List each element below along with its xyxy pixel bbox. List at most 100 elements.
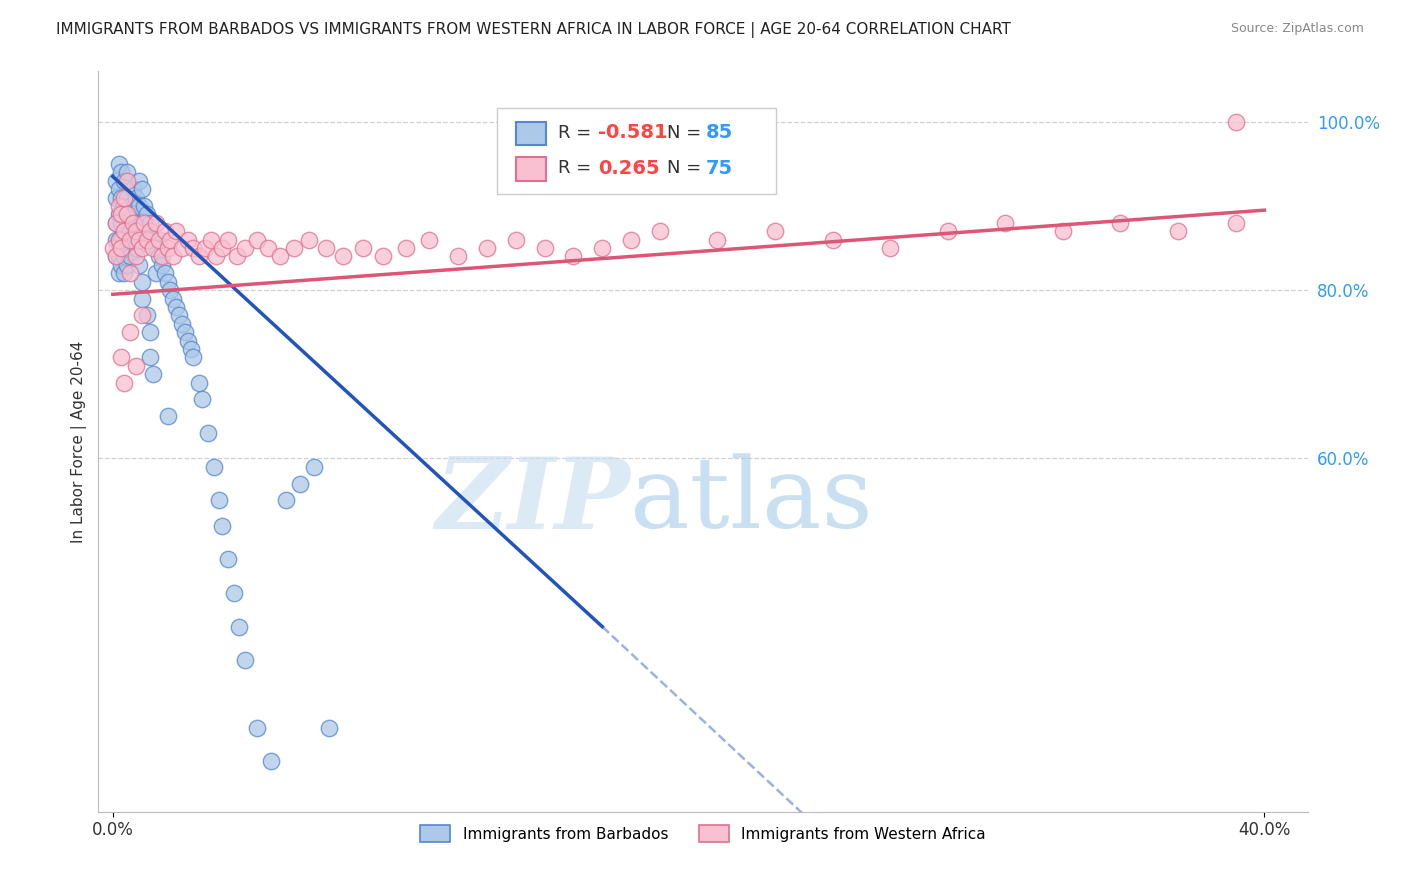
Point bbox=[1109, 216, 1132, 230]
Point bbox=[136, 233, 159, 247]
Point bbox=[134, 199, 156, 213]
Point bbox=[107, 157, 129, 171]
Point bbox=[128, 258, 150, 272]
Point bbox=[115, 258, 138, 272]
Point bbox=[763, 224, 786, 238]
Point bbox=[128, 199, 150, 213]
Point bbox=[125, 250, 148, 264]
Point bbox=[228, 619, 250, 633]
Point bbox=[879, 241, 901, 255]
Point bbox=[173, 325, 195, 339]
Point bbox=[120, 250, 142, 264]
Point bbox=[115, 216, 138, 230]
Point bbox=[373, 250, 395, 264]
Point bbox=[136, 207, 159, 221]
Point bbox=[145, 266, 167, 280]
Point bbox=[112, 224, 135, 238]
Point bbox=[297, 233, 319, 247]
Point bbox=[110, 207, 132, 221]
Point bbox=[115, 207, 138, 221]
Point bbox=[104, 250, 127, 264]
Point bbox=[112, 266, 135, 280]
Point bbox=[170, 241, 193, 255]
Point bbox=[128, 174, 150, 188]
Point bbox=[134, 224, 156, 238]
Point bbox=[217, 552, 239, 566]
Text: -0.581: -0.581 bbox=[598, 123, 668, 143]
Point bbox=[115, 190, 138, 204]
Point bbox=[112, 199, 135, 213]
Point bbox=[153, 266, 176, 280]
Point bbox=[260, 754, 283, 768]
Point bbox=[107, 182, 129, 196]
Text: ZIP: ZIP bbox=[436, 452, 630, 549]
Point bbox=[142, 368, 165, 382]
Point bbox=[145, 241, 167, 255]
Point bbox=[562, 250, 585, 264]
Point bbox=[110, 241, 132, 255]
Point bbox=[208, 493, 231, 508]
FancyBboxPatch shape bbox=[516, 157, 546, 181]
Point bbox=[112, 174, 135, 188]
Legend: Immigrants from Barbados, Immigrants from Western Africa: Immigrants from Barbados, Immigrants fro… bbox=[413, 819, 993, 848]
Point bbox=[122, 216, 145, 230]
Point bbox=[233, 653, 256, 667]
Point bbox=[304, 459, 326, 474]
Point bbox=[120, 199, 142, 213]
Point bbox=[202, 459, 225, 474]
Point bbox=[107, 266, 129, 280]
Point bbox=[197, 426, 219, 441]
Point bbox=[165, 224, 187, 238]
Point bbox=[110, 233, 132, 247]
Point bbox=[122, 207, 145, 221]
Point bbox=[122, 182, 145, 196]
Point bbox=[115, 241, 138, 255]
Point bbox=[162, 250, 184, 264]
Point bbox=[131, 216, 153, 230]
Point bbox=[120, 266, 142, 280]
Point bbox=[104, 233, 127, 247]
Point bbox=[112, 190, 135, 204]
Point bbox=[176, 233, 198, 247]
Point bbox=[183, 241, 205, 255]
Point bbox=[159, 283, 181, 297]
FancyBboxPatch shape bbox=[498, 109, 776, 194]
Point bbox=[1052, 224, 1074, 238]
Text: 75: 75 bbox=[706, 159, 733, 178]
Point bbox=[150, 258, 173, 272]
Point bbox=[315, 241, 337, 255]
Point bbox=[233, 241, 256, 255]
Point bbox=[475, 241, 498, 255]
Point bbox=[110, 190, 132, 204]
Y-axis label: In Labor Force | Age 20-64: In Labor Force | Age 20-64 bbox=[72, 341, 87, 542]
Point bbox=[107, 199, 129, 213]
Point bbox=[104, 190, 127, 204]
Point bbox=[274, 493, 297, 508]
Point bbox=[159, 233, 181, 247]
Text: 0.265: 0.265 bbox=[598, 159, 659, 178]
Point bbox=[139, 351, 162, 365]
Point bbox=[246, 233, 269, 247]
Point bbox=[131, 241, 153, 255]
Point bbox=[110, 351, 132, 365]
Point bbox=[156, 241, 179, 255]
Point bbox=[145, 216, 167, 230]
Point bbox=[110, 165, 132, 179]
Point bbox=[167, 309, 190, 323]
Point bbox=[217, 233, 239, 247]
Point bbox=[110, 258, 132, 272]
Point bbox=[533, 241, 555, 255]
Text: IMMIGRANTS FROM BARBADOS VS IMMIGRANTS FROM WESTERN AFRICA IN LABOR FORCE | AGE : IMMIGRANTS FROM BARBADOS VS IMMIGRANTS F… bbox=[56, 22, 1011, 38]
Point bbox=[107, 233, 129, 247]
Point bbox=[128, 233, 150, 247]
Point bbox=[288, 476, 311, 491]
Point bbox=[180, 342, 202, 356]
Point bbox=[591, 241, 613, 255]
Point bbox=[211, 518, 233, 533]
Point bbox=[107, 207, 129, 221]
Point bbox=[128, 224, 150, 238]
Point bbox=[505, 233, 527, 247]
Point bbox=[148, 250, 170, 264]
Point bbox=[821, 233, 844, 247]
Point bbox=[205, 250, 228, 264]
